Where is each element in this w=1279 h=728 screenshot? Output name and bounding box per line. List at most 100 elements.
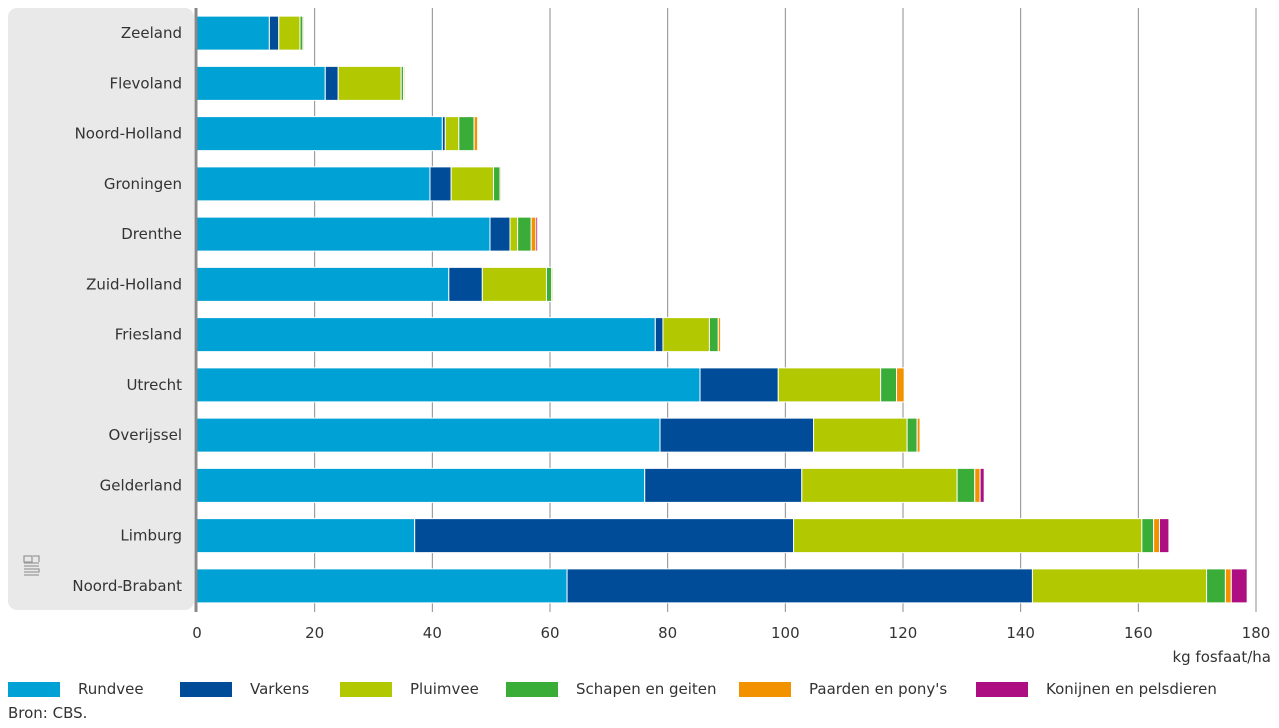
bar-segment — [699, 367, 779, 403]
bar-segment — [196, 317, 656, 353]
legend-label: Konijnen en pelsdieren — [1046, 680, 1217, 698]
bar-segment — [196, 367, 701, 403]
bar-segment — [196, 65, 326, 101]
legend-item: Varkens — [180, 680, 340, 698]
bar-segment — [414, 518, 795, 554]
bar-segment — [337, 65, 402, 101]
bar-segment — [324, 65, 339, 101]
bar-segment — [509, 216, 519, 252]
bar-segment — [654, 317, 664, 353]
bar-segment — [530, 216, 537, 252]
bar-segment — [448, 266, 483, 302]
x-tick-label: 140 — [1006, 624, 1035, 642]
bar-segment — [1153, 518, 1161, 554]
category-label: Noord-Holland — [75, 125, 182, 143]
bar-segment — [458, 116, 475, 152]
bar-segment — [906, 417, 918, 453]
category-label: Flevoland — [110, 74, 182, 92]
bar-segment — [481, 266, 547, 302]
category-label: Noord-Brabant — [72, 577, 182, 595]
x-tick-label: 100 — [771, 624, 800, 642]
legend-label: Varkens — [250, 680, 310, 698]
bar-segment — [896, 367, 905, 403]
bar-segment — [1230, 568, 1248, 604]
bar-segment — [916, 417, 921, 453]
bar-segment — [659, 417, 815, 453]
source-note: Bron: CBS. — [8, 704, 88, 722]
cbs-logo-icon — [23, 555, 40, 576]
bar-segment — [268, 15, 280, 51]
bar-segment — [196, 15, 270, 51]
bar-segment — [493, 166, 501, 202]
legend: Rundvee Varkens Pluimvee Schapen en geiten P… — [8, 678, 1268, 700]
bar-segment — [196, 266, 450, 302]
bars — [196, 15, 1248, 604]
category-label: Utrecht — [126, 376, 182, 394]
legend-label: Pluimvee — [410, 680, 479, 698]
legend-swatch — [739, 681, 791, 697]
category-label: Limburg — [120, 527, 182, 545]
bar-segment — [974, 467, 981, 503]
category-labels: Zeeland Flevoland Noord-Holland Groningen Dr… — [72, 24, 182, 595]
bar-segment — [717, 317, 722, 353]
bar-segment — [302, 15, 305, 51]
bar-segment — [644, 467, 803, 503]
bar-segment — [566, 568, 1033, 604]
legend-item: Pluimvee — [340, 680, 506, 698]
bar-segment — [517, 216, 532, 252]
x-tick-label: 180 — [1242, 624, 1271, 642]
bar-segment — [880, 367, 898, 403]
bar-segment — [1224, 568, 1232, 604]
bar-segment — [535, 216, 539, 252]
bar-segment — [429, 166, 452, 202]
category-label: Zuid-Holland — [86, 275, 182, 293]
bar-segment — [1141, 518, 1155, 554]
category-panel — [8, 8, 194, 610]
bar-segment — [499, 166, 502, 202]
bar-segment — [403, 65, 406, 101]
legend-label: Rundvee — [78, 680, 144, 698]
bar-segment — [979, 467, 985, 503]
bar-segment — [813, 417, 908, 453]
bar-segment — [793, 518, 1143, 554]
legend-label: Paarden en pony's — [809, 680, 948, 698]
bar-segment — [956, 467, 976, 503]
bar-segment — [278, 15, 301, 51]
x-axis-label: kg fosfaat/ha — [1172, 648, 1271, 666]
bar-segment — [196, 417, 661, 453]
legend-swatch — [180, 681, 232, 697]
x-tick-label: 0 — [192, 624, 202, 642]
category-label: Overijssel — [109, 426, 182, 444]
bar-segment — [1159, 518, 1170, 554]
chart: Zeeland Flevoland Noord-Holland Groningen Dr… — [8, 8, 1271, 666]
legend-item: Paarden en pony's — [739, 680, 976, 698]
bar-segment — [196, 568, 568, 604]
x-tick-label: 60 — [540, 624, 559, 642]
category-label: Friesland — [115, 326, 182, 344]
bar-segment — [1206, 568, 1226, 604]
bar-segment — [196, 467, 646, 503]
bar-segment — [662, 317, 710, 353]
legend-item: Rundvee — [8, 680, 180, 698]
legend-swatch — [506, 681, 558, 697]
x-tick-label: 20 — [305, 624, 324, 642]
bar-segment — [545, 266, 553, 302]
legend-label: Schapen en geiten — [576, 680, 717, 698]
category-label: Gelderland — [100, 476, 182, 494]
bar-segment — [489, 216, 511, 252]
bar-segment — [444, 116, 460, 152]
x-tick-label: 120 — [889, 624, 918, 642]
category-label: Groningen — [104, 175, 182, 193]
legend-item: Schapen en geiten — [506, 680, 739, 698]
category-label: Zeeland — [121, 24, 182, 42]
x-tick-label: 40 — [423, 624, 442, 642]
bar-segment — [196, 216, 491, 252]
legend-swatch — [976, 681, 1028, 697]
x-tick-label: 80 — [658, 624, 677, 642]
bar-segment — [777, 367, 882, 403]
bar-segment — [1031, 568, 1208, 604]
legend-swatch — [340, 681, 392, 697]
bar-segment — [196, 518, 416, 554]
bar-segment — [196, 166, 431, 202]
bar-segment — [551, 266, 554, 302]
